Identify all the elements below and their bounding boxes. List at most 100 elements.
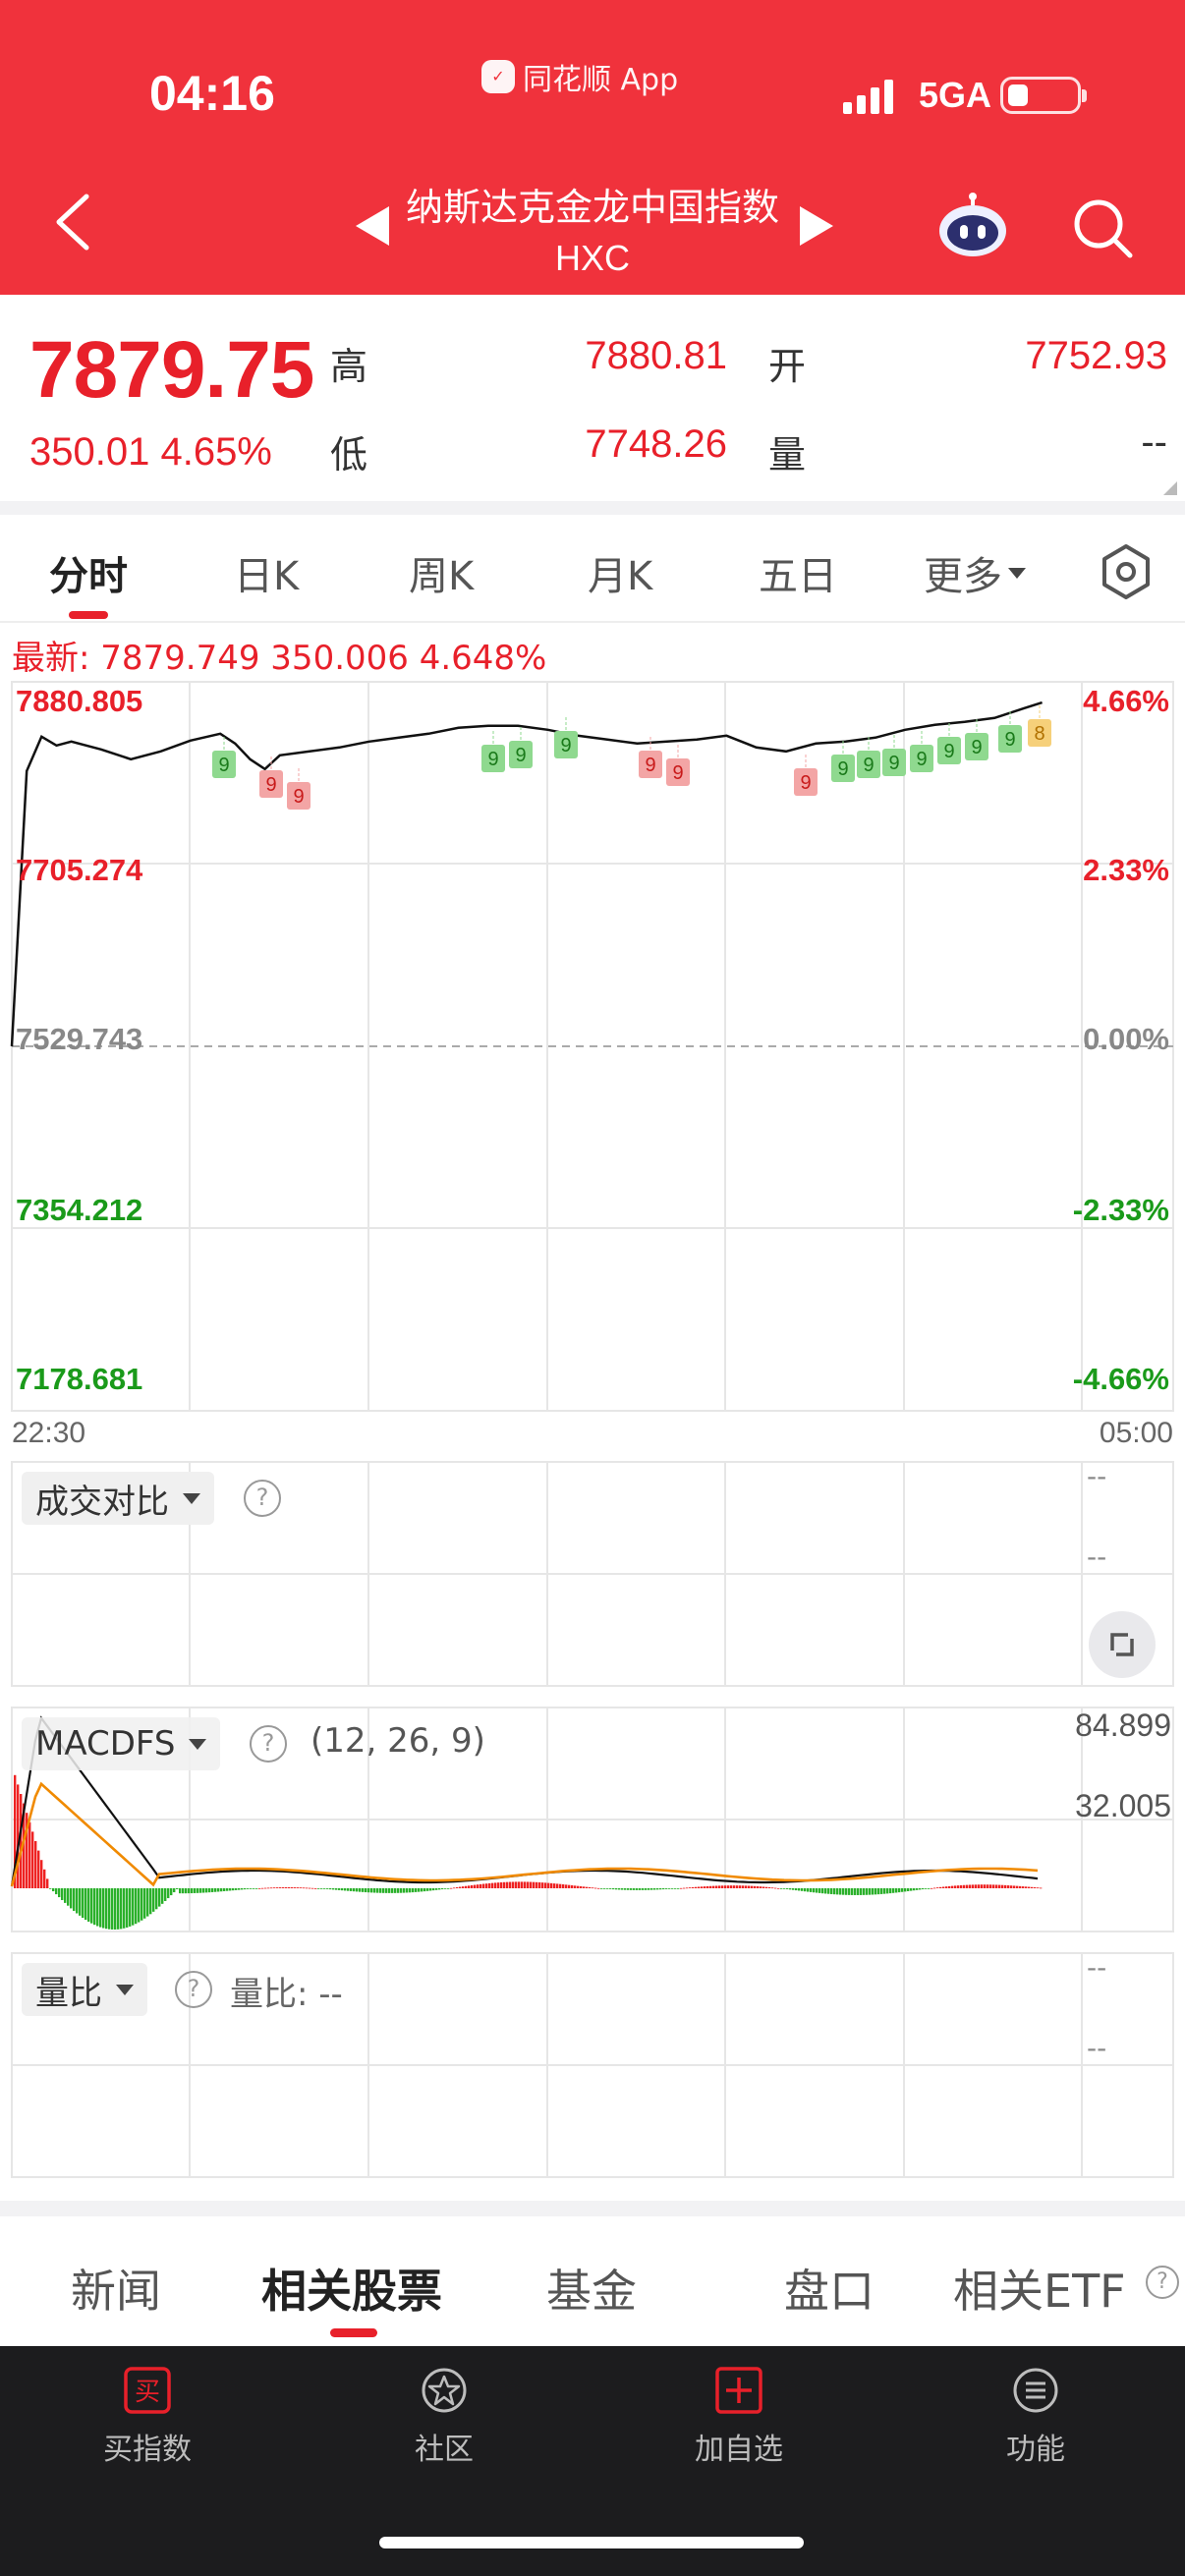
macd-selector-label: MACDFS	[35, 1724, 176, 1764]
macd-bar	[783, 1888, 786, 1889]
macd-bar	[945, 1886, 948, 1888]
help-icon[interactable]: ?	[1146, 2266, 1179, 2299]
macd-bar	[64, 1888, 67, 1903]
macd-bar	[326, 1888, 329, 1889]
macd-bar	[833, 1888, 836, 1895]
macd-bar	[780, 1888, 783, 1889]
volume-mid-value: --	[1087, 1540, 1107, 1573]
macd-bar	[1031, 1886, 1034, 1888]
macd-bar	[61, 1888, 64, 1901]
home-indicator	[379, 2537, 804, 2548]
search-icon[interactable]	[1071, 196, 1134, 259]
macd-bar	[188, 1888, 191, 1894]
red-marker-label: 9	[800, 772, 811, 794]
help-icon[interactable]: ?	[175, 1971, 212, 2008]
y-axis-right-4: -4.66%	[1072, 1362, 1169, 1396]
macd-bar	[597, 1887, 600, 1889]
macd-bar	[824, 1888, 827, 1894]
tab-monthly-k[interactable]: 月K	[588, 554, 653, 599]
macd-bar	[250, 1888, 253, 1889]
macd-bar	[931, 1887, 933, 1889]
macd-bar	[391, 1888, 394, 1893]
macd-bar	[653, 1888, 656, 1890]
macd-bar	[120, 1888, 123, 1930]
macd-bar	[49, 1888, 52, 1889]
macd-bar	[158, 1888, 161, 1907]
volume-selector-label: 成交对比	[35, 1482, 169, 1522]
macd-bar	[135, 1888, 138, 1925]
macd-bar	[23, 1803, 26, 1888]
robot-assistant-icon[interactable]	[935, 192, 1010, 262]
help-icon[interactable]: ?	[244, 1480, 281, 1517]
macd-bar	[108, 1888, 111, 1930]
macd-bar	[141, 1888, 143, 1921]
tab-related-stocks[interactable]: 相关股票	[261, 2265, 442, 2318]
macd-bar	[933, 1887, 936, 1889]
macd-bar	[760, 1886, 762, 1888]
macd-bar	[892, 1888, 895, 1893]
low-label: 低	[330, 433, 368, 476]
tab-more[interactable]: 更多	[924, 544, 1026, 601]
chevron-down-icon	[189, 1738, 207, 1750]
green-marker-label: 9	[1004, 729, 1015, 751]
tab-five-day[interactable]: 五日	[759, 554, 837, 599]
expand-icon[interactable]	[1089, 1611, 1156, 1678]
macd-bar	[907, 1888, 910, 1892]
menu-icon	[1013, 2368, 1058, 2413]
macd-indicator-selector[interactable]: MACDFS	[22, 1717, 221, 1770]
back-icon[interactable]	[49, 193, 96, 252]
macd-bar	[117, 1888, 120, 1930]
tab-daily-k[interactable]: 日K	[234, 554, 300, 599]
macd-bar	[500, 1881, 503, 1888]
macd-bar	[1013, 1885, 1016, 1888]
macd-bar	[633, 1888, 636, 1890]
macd-bar	[895, 1888, 898, 1893]
macd-bar	[689, 1887, 692, 1888]
macd-bar	[751, 1885, 754, 1888]
macd-bar	[320, 1888, 323, 1889]
macd-bar	[161, 1888, 164, 1904]
ratio-selector-label: 量比	[35, 1973, 102, 2013]
macd-bar	[715, 1885, 718, 1888]
tab-related-etf[interactable]: 相关ETF	[953, 2265, 1126, 2318]
tab-order-book[interactable]: 盘口	[784, 2265, 875, 2318]
quote-panel: 7879.75 350.01 4.65% 高 7880.81 开 7752.93…	[0, 295, 1185, 501]
ratio-indicator-selector[interactable]: 量比	[22, 1963, 147, 2016]
macd-bar	[373, 1888, 376, 1893]
macd-bar	[1037, 1887, 1040, 1889]
macd-bar	[656, 1888, 659, 1890]
macd-bar	[748, 1885, 751, 1888]
macd-bar	[46, 1878, 49, 1888]
next-index-arrow-icon[interactable]	[800, 206, 833, 246]
nav-community[interactable]: 社区	[346, 2366, 542, 2468]
nav-buy-index[interactable]: 买 买指数	[49, 2366, 246, 2468]
tab-weekly-k[interactable]: 周K	[409, 554, 475, 599]
macd-bar	[987, 1884, 989, 1888]
macd-bar	[450, 1887, 453, 1889]
help-icon[interactable]: ?	[250, 1725, 287, 1763]
nav-functions[interactable]: 功能	[937, 2366, 1134, 2468]
macd-bar	[762, 1886, 765, 1888]
macd-bar	[503, 1881, 506, 1888]
section-tabs: 新闻 相关股票 基金 盘口 相关ETF ?	[0, 2216, 1185, 2346]
macd-bar	[583, 1886, 586, 1888]
volume-value: --	[1141, 420, 1167, 464]
macd-bar	[93, 1888, 96, 1926]
macd-bar	[768, 1887, 771, 1888]
nav-add-watchlist[interactable]: 加自选	[641, 2366, 837, 2468]
tab-intraday[interactable]: 分时	[49, 554, 128, 599]
prev-index-arrow-icon[interactable]	[356, 206, 389, 246]
macd-bar	[471, 1884, 474, 1888]
tab-news[interactable]: 新闻	[71, 2265, 161, 2318]
macd-bar	[869, 1888, 872, 1895]
macd-bar	[592, 1887, 594, 1889]
green-marker-11	[882, 749, 906, 776]
macd-bar	[736, 1885, 739, 1888]
tab-funds[interactable]: 基金	[546, 2265, 637, 2318]
macd-bar	[827, 1888, 830, 1894]
green-marker-label: 9	[218, 755, 229, 776]
settings-icon[interactable]	[1097, 542, 1156, 601]
volume-indicator-selector[interactable]: 成交对比	[22, 1472, 214, 1525]
macd-bar	[627, 1888, 630, 1890]
